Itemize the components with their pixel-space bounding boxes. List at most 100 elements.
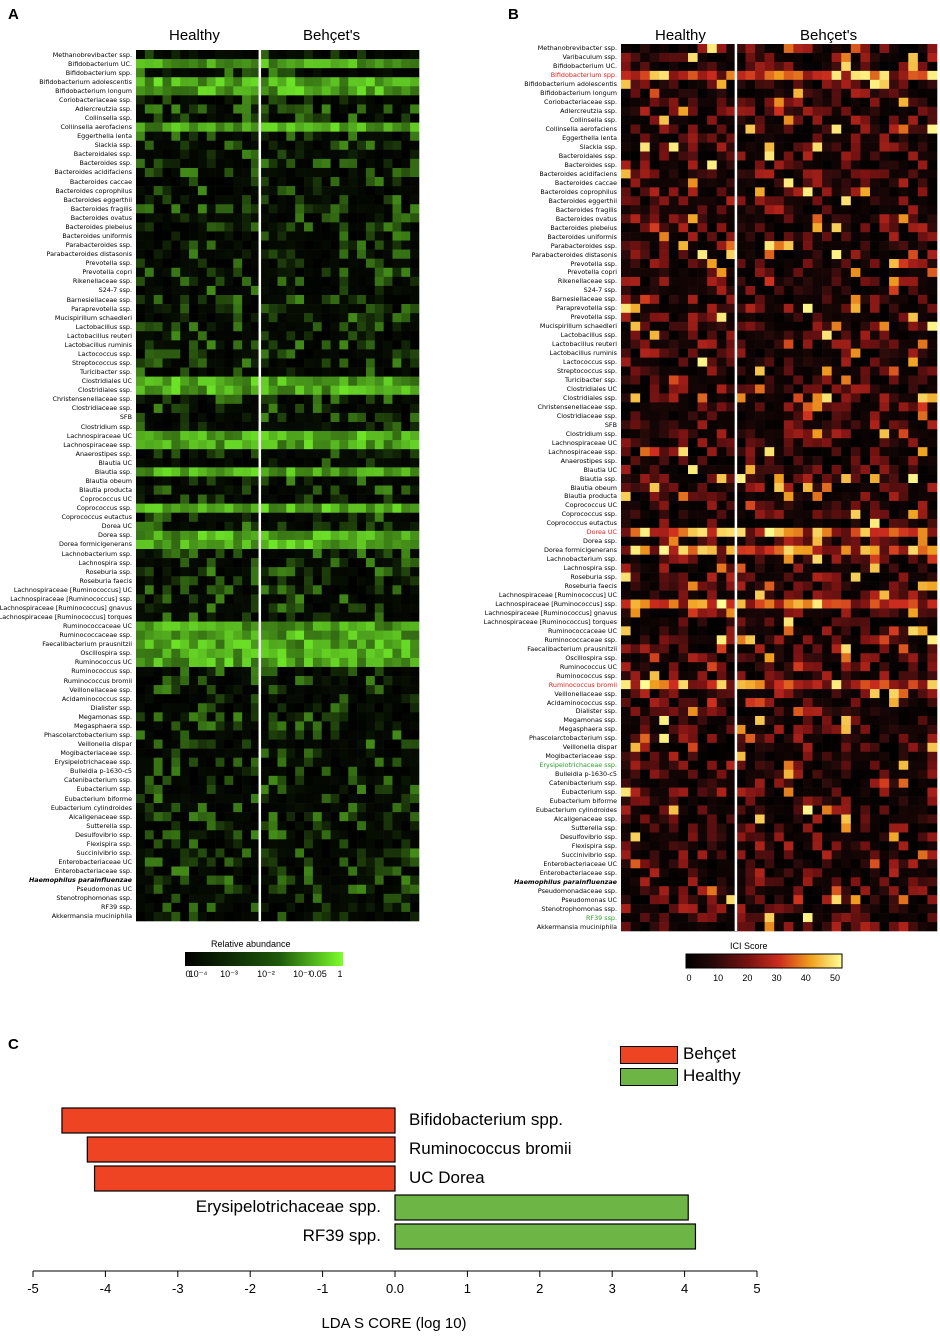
panel-a-cell (233, 830, 243, 840)
panel-a-cell (286, 140, 296, 151)
panel-b-cell (678, 321, 689, 332)
panel-a-cell (180, 630, 190, 641)
panel-a-cell (197, 294, 208, 305)
panel-a-cell (312, 294, 323, 305)
panel-a-cell (189, 131, 199, 142)
panel-a-cell (339, 830, 349, 840)
panel-b-cell (640, 456, 651, 466)
panel-a-cell (330, 494, 340, 504)
panel-a-cell (339, 113, 349, 123)
panel-a-cell (268, 567, 278, 577)
panel-b-cell (908, 97, 919, 108)
panel-b-cell (860, 115, 871, 125)
panel-b-cell (707, 474, 718, 484)
panel-a-cell (277, 195, 287, 205)
panel-b-cell (649, 160, 660, 170)
panel-b-cell (831, 420, 842, 430)
panel-a-cell (233, 503, 243, 514)
panel-a-cell (180, 558, 190, 568)
panel-b-cell (697, 196, 708, 206)
panel-a-cell (312, 685, 323, 695)
panel-a-cell (250, 784, 261, 795)
panel-a-cell (242, 231, 252, 241)
panel-b-cell (812, 411, 823, 421)
panel-b-cell (927, 70, 938, 81)
panel-b-cell (707, 420, 718, 430)
panel-a-cell (312, 603, 323, 613)
panel-a-cell (410, 721, 420, 731)
panel-a-cell (321, 276, 331, 287)
panel-b-cell (812, 393, 823, 403)
panel-a-cell (295, 485, 305, 495)
panel-b-cell (879, 250, 890, 260)
panel-a-cell (348, 304, 358, 314)
panel-a-cell (250, 676, 261, 686)
panel-b-cell (850, 70, 861, 81)
panel-a-cell (286, 204, 296, 214)
panel-b-cell (822, 151, 832, 161)
panel-a-legend-title: Relative abundance (211, 939, 291, 949)
panel-a-cell (374, 421, 384, 432)
panel-a-cell (250, 385, 261, 396)
panel-a-cell (383, 122, 393, 132)
panel-a-cell (136, 612, 146, 622)
panel-b-cell (860, 303, 871, 314)
panel-a-cell (206, 594, 216, 604)
panel-a-cell (348, 458, 358, 468)
panel-a-cell (171, 703, 181, 713)
panel-b-cell (898, 429, 909, 439)
panel-a-cell (268, 86, 278, 96)
panel-a-cell (348, 322, 358, 332)
panel-a-cell (401, 331, 411, 341)
panel-a-cell (215, 149, 225, 160)
panel-b-cell (630, 438, 641, 448)
panel-a-cell (144, 285, 154, 296)
panel-a-cell (410, 739, 420, 749)
panel-a-cell (162, 322, 172, 332)
panel-b-cell (898, 205, 909, 215)
panel-a-cell (277, 50, 287, 60)
panel-a-cell (189, 539, 199, 550)
panel-a-cell (383, 313, 393, 323)
panel-a-cell (365, 195, 376, 205)
panel-a-cell (215, 721, 225, 731)
panel-a-cell (321, 222, 331, 232)
panel-b-cell (649, 142, 660, 152)
panel-b-cell (745, 330, 756, 340)
panel-b-cell (908, 259, 919, 269)
panel-a-cell (383, 104, 393, 114)
panel-a-cell (153, 530, 163, 541)
panel-a-cell (215, 848, 225, 858)
panel-a-cell (171, 549, 181, 559)
panel-b-cell (774, 115, 785, 125)
panel-b-cell (841, 357, 852, 367)
panel-a-cell (330, 431, 340, 441)
panel-a-cell (180, 412, 190, 423)
panel-b-cell (812, 500, 823, 511)
panel-b-cell (898, 438, 909, 448)
panel-a-cell (321, 467, 331, 477)
panel-a-cell (136, 122, 146, 132)
panel-b-cell (879, 411, 890, 421)
panel-a-cell (357, 503, 367, 514)
panel-b-cell (841, 115, 852, 125)
panel-a-cell (339, 412, 349, 423)
panel-b-cell (917, 250, 928, 260)
panel-b-cell (812, 124, 823, 134)
panel-a-cell (312, 657, 323, 668)
panel-a-cell (357, 775, 367, 786)
panel-b-cell (917, 330, 928, 340)
panel-a-cell (348, 775, 358, 786)
panel-a-cell (312, 449, 323, 459)
panel-a-cell (162, 158, 172, 169)
panel-b-cell (640, 474, 651, 484)
panel-a-cell (206, 104, 216, 114)
panel-a-cell (136, 104, 146, 114)
panel-a-cell (268, 204, 278, 214)
panel-a-cell (136, 131, 146, 142)
panel-a-cell (268, 485, 278, 495)
panel-a-row-label: Faecalibacterium prausnitzii (42, 640, 132, 649)
panel-a-cell (383, 603, 393, 613)
panel-a-cell (312, 95, 323, 105)
panel-b-cell (621, 420, 631, 430)
